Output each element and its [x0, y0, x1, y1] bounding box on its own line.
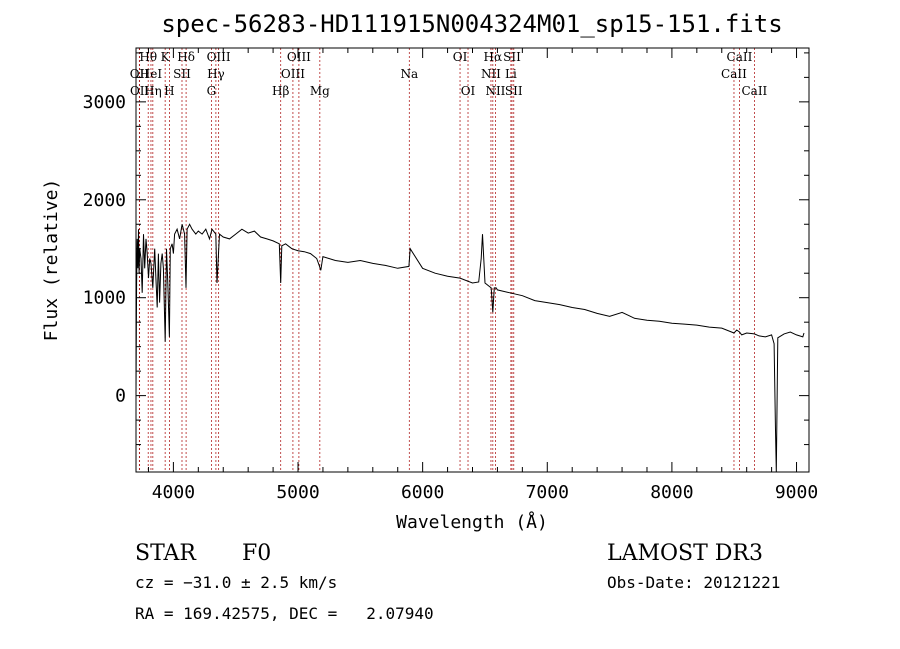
x-tick-label-4: 8000 — [650, 482, 693, 503]
x-tick-label-0: 4000 — [152, 482, 195, 503]
survey-name: LAMOST DR3 — [607, 541, 763, 566]
line-label-26: CaII — [721, 67, 747, 81]
y-tick-label-0: 0 — [115, 386, 126, 407]
line-label-23: NII — [485, 84, 505, 98]
line-label-7: H — [164, 84, 174, 98]
x-axis-ticks: 4000 5000 6000 7000 8000 9000 — [147, 48, 818, 503]
obs-date: Obs-Date: 20121221 — [607, 573, 780, 592]
line-label-24: SII — [505, 84, 523, 98]
line-label-25: CaII — [727, 50, 753, 64]
line-label-2: Hθ — [139, 50, 157, 64]
line-label-20: SII — [503, 50, 521, 64]
line-label-10: Hγ — [207, 67, 225, 81]
line-label-6: SII — [173, 67, 191, 81]
object-class: STAR — [135, 541, 197, 566]
x-tick-label-3: 7000 — [526, 482, 569, 503]
line-label-16: Na — [400, 67, 418, 81]
y-tick-label-1: 1000 — [83, 288, 126, 309]
y-axis-ticks: 0 1000 2000 3000 — [83, 52, 809, 446]
spectrum-line — [135, 223, 805, 473]
line-label-3: HeI — [140, 67, 163, 81]
x-tick-label-2: 6000 — [401, 482, 444, 503]
subclass: F0 — [242, 541, 271, 566]
x-tick-label-1: 5000 — [276, 482, 319, 503]
line-label-19: Hα — [484, 50, 503, 64]
plot-frame — [135, 47, 810, 473]
line-label-5: K — [161, 50, 171, 64]
y-tick-label-3: 3000 — [83, 92, 126, 113]
line-label-17: OI — [453, 50, 468, 64]
y-axis-label: Flux (relative) — [41, 179, 62, 342]
chart-title: spec-56283-HD111915N004324M01_sp15-151.f… — [161, 10, 782, 38]
y-tick-label-2: 2000 — [83, 190, 126, 211]
redshift-readout: cz = −31.0 ± 2.5 km/s — [135, 573, 337, 592]
line-label-22: Li — [505, 67, 517, 81]
line-label-18: OI — [461, 84, 476, 98]
line-label-9: OIII — [207, 50, 231, 64]
line-label-21: NII — [481, 67, 501, 81]
line-label-12: OIII — [287, 50, 311, 64]
x-axis-label: Wavelength (Å) — [396, 511, 548, 533]
line-label-1: OII — [130, 84, 150, 98]
line-label-14: Hβ — [272, 84, 289, 98]
line-label-15: Mg — [310, 84, 330, 98]
spectral-line-markers — [138, 48, 755, 472]
x-tick-label-5: 9000 — [775, 482, 818, 503]
line-label-4: Hη — [144, 84, 162, 98]
line-label-8: Hδ — [177, 50, 195, 64]
line-label-27: CaII — [741, 84, 767, 98]
coordinates: RA = 169.42575, DEC = 2.07940 — [135, 604, 434, 623]
line-label-0: OII — [130, 67, 150, 81]
line-label-11: G — [207, 84, 217, 98]
line-label-13: OIII — [281, 67, 305, 81]
